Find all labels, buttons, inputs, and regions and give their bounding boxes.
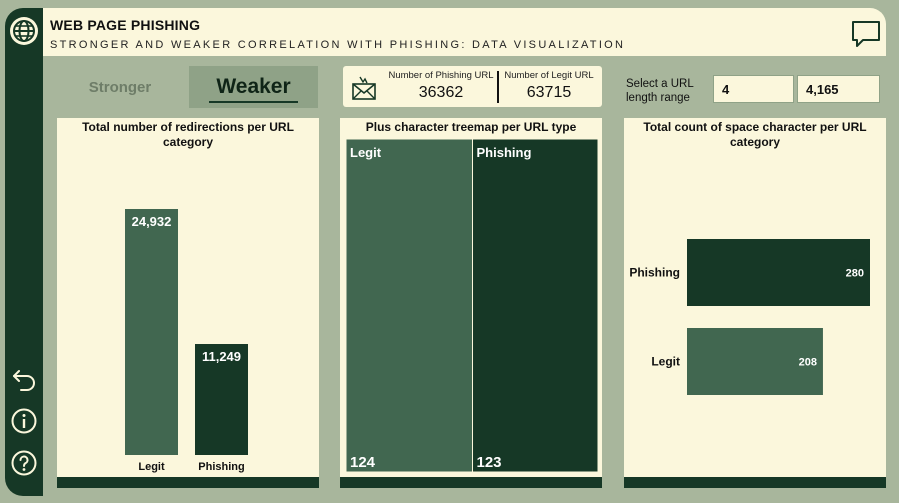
redirections-chart-panel: Total number of redirections per URL cat… bbox=[57, 118, 319, 488]
range-label: Select a URL length range bbox=[626, 77, 694, 105]
treemap-tile-phishing bbox=[472, 138, 599, 473]
space-chart: 280 Phishing 208 Legit bbox=[629, 239, 870, 395]
bar-phishing bbox=[687, 239, 870, 306]
selected-underline bbox=[209, 101, 298, 103]
globe-icon[interactable] bbox=[9, 16, 39, 46]
treemap-chart: Legit 124 Phishing 123 bbox=[345, 138, 599, 473]
back-icon[interactable] bbox=[11, 365, 37, 391]
treemap-title: Plus character treemap per URL type bbox=[365, 120, 577, 134]
weaker-label: Weaker bbox=[216, 75, 291, 98]
bar-legit bbox=[125, 209, 178, 455]
redirections-chart: 24,932 Legit 11,249 Phishing bbox=[125, 209, 248, 473]
weaker-button[interactable]: Weaker bbox=[189, 66, 318, 108]
legit-count-value: 63715 bbox=[526, 84, 572, 101]
category-label: Legit bbox=[138, 461, 165, 473]
kpi-card: Number of Phishing URL 36362 Number of L… bbox=[343, 66, 602, 107]
mail-icon bbox=[352, 76, 376, 100]
info-icon[interactable] bbox=[11, 408, 37, 434]
kpi-divider bbox=[497, 71, 499, 103]
range-min-input[interactable]: 4 bbox=[713, 75, 794, 103]
treemap-panel: Plus character treemap per URL type Legi… bbox=[340, 118, 602, 488]
bar-legit bbox=[687, 328, 823, 395]
panel-footer-bar bbox=[57, 477, 319, 488]
chat-icon[interactable] bbox=[850, 19, 882, 49]
category-label: Legit bbox=[651, 355, 680, 369]
category-label: Phishing bbox=[198, 461, 244, 473]
bar-value-label: 208 bbox=[799, 357, 817, 369]
redirections-chart-title: Total number of redirections per URL cat… bbox=[82, 120, 294, 149]
sidebar bbox=[5, 8, 43, 496]
range-label-line1: Select a URL bbox=[626, 78, 694, 90]
phishing-count-label: Number of Phishing URL bbox=[388, 70, 494, 81]
panel-footer-bar bbox=[340, 477, 602, 488]
page-subtitle: STRONGER AND WEAKER CORRELATION WITH PHI… bbox=[50, 39, 626, 51]
panel-footer-bar bbox=[624, 477, 886, 488]
range-label-line2: length range bbox=[626, 92, 690, 104]
space-chart-title: Total count of space character per URL c… bbox=[643, 120, 867, 149]
stronger-label: Stronger bbox=[88, 78, 152, 96]
treemap-tile-value: 123 bbox=[477, 454, 502, 471]
category-label: Phishing bbox=[629, 266, 680, 280]
phishing-count-kpi: Number of Phishing URL 36362 bbox=[385, 70, 497, 102]
legit-count-kpi: Number of Legit URL 63715 bbox=[501, 70, 597, 102]
phishing-count-value: 36362 bbox=[418, 84, 464, 101]
page-title: WEB PAGE PHISHING bbox=[50, 17, 201, 33]
treemap-tile-label: Legit bbox=[350, 145, 382, 160]
treemap-tile-label: Phishing bbox=[477, 145, 532, 160]
legit-count-label: Number of Legit URL bbox=[504, 70, 594, 81]
bar-value-label: 11,249 bbox=[202, 349, 241, 364]
stronger-button[interactable]: Stronger bbox=[52, 66, 188, 108]
help-icon[interactable] bbox=[11, 450, 37, 476]
space-chart-panel: Total count of space character per URL c… bbox=[624, 118, 886, 488]
bar-phishing bbox=[195, 344, 248, 455]
range-max-input[interactable]: 4,165 bbox=[797, 75, 880, 103]
bar-value-label: 280 bbox=[846, 268, 864, 280]
treemap-tile-value: 124 bbox=[350, 454, 376, 471]
treemap-tile-legit bbox=[345, 138, 474, 473]
bar-value-label: 24,932 bbox=[132, 214, 172, 229]
header: WEB PAGE PHISHING STRONGER AND WEAKER CO… bbox=[43, 8, 886, 56]
